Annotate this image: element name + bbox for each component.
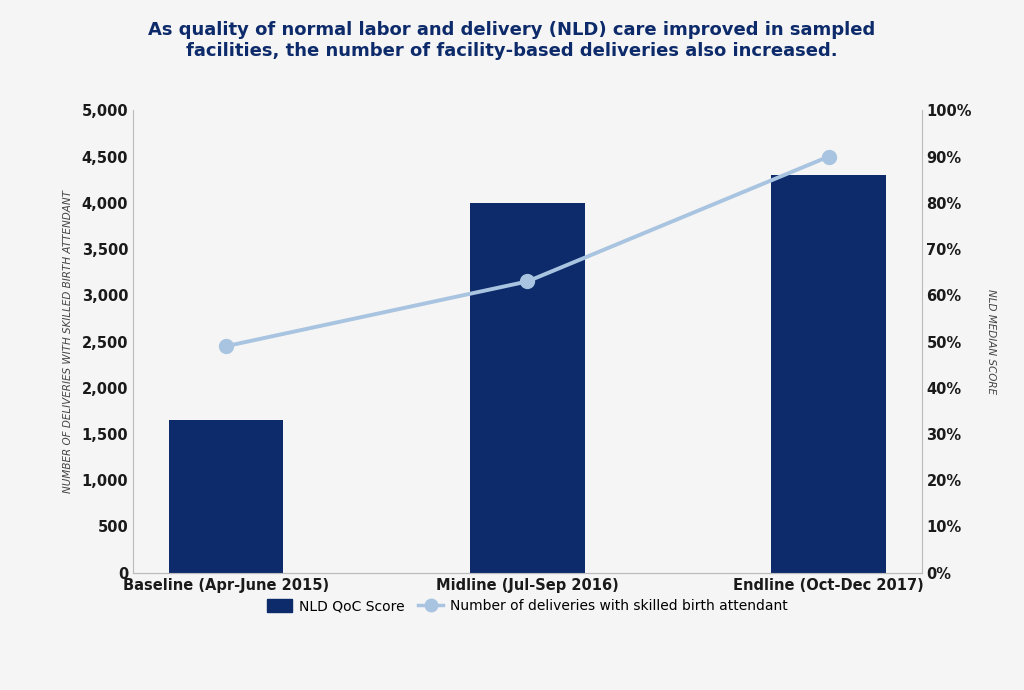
Bar bbox=[771, 175, 886, 573]
Text: As quality of normal labor and delivery (NLD) care improved in sampled
facilitie: As quality of normal labor and delivery … bbox=[148, 21, 876, 59]
Y-axis label: NLD MEDIAN SCORE: NLD MEDIAN SCORE bbox=[986, 289, 996, 394]
Bar bbox=[470, 203, 585, 573]
Bar bbox=[169, 420, 284, 573]
Legend: NLD QoC Score, Number of deliveries with skilled birth attendant: NLD QoC Score, Number of deliveries with… bbox=[261, 594, 794, 619]
Y-axis label: NUMBER OF DELIVERIES WITH SKILLED BIRTH ATTENDANT: NUMBER OF DELIVERIES WITH SKILLED BIRTH … bbox=[63, 190, 74, 493]
